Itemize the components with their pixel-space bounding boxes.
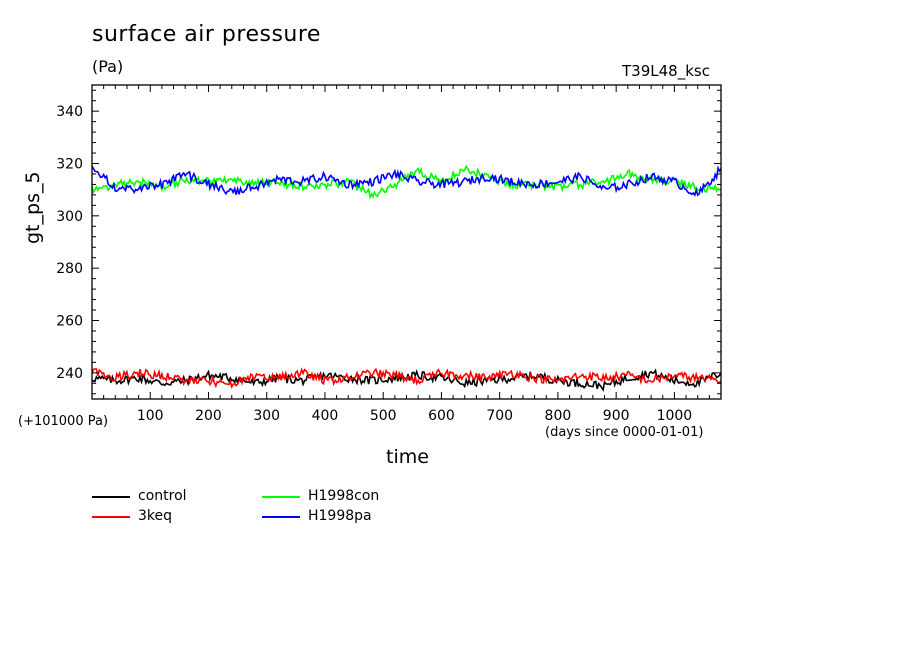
x-tick-label: 100: [137, 408, 164, 424]
y-tick-label: 340: [56, 104, 83, 120]
y-tick-label: 240: [56, 366, 83, 382]
legend-label: control: [138, 488, 187, 504]
y-tick-label: 320: [56, 157, 83, 173]
legend-swatch: [92, 496, 130, 498]
y-tick-label: 280: [56, 261, 83, 277]
x-axis-units-note: (days since 0000-01-01): [545, 425, 704, 440]
legend-swatch: [262, 496, 300, 498]
y-tick-label: 260: [56, 314, 83, 330]
x-tick-label: 900: [603, 408, 630, 424]
x-tick-label: 800: [545, 408, 572, 424]
x-tick-label: 700: [486, 408, 513, 424]
y-tick-label: 300: [56, 209, 83, 225]
chart-title: surface air pressure: [92, 22, 321, 47]
legend-label: H1998pa: [308, 508, 372, 524]
legend-swatch: [92, 516, 130, 518]
legend-label: H1998con: [308, 488, 380, 504]
y-offset-note: (+101000 Pa): [18, 414, 109, 429]
x-tick-label: 1000: [657, 408, 693, 424]
x-tick-label: 500: [370, 408, 397, 424]
plot-frame: [91, 84, 722, 400]
run-id-label: T39L48_ksc: [622, 62, 710, 80]
series-line-H1998pa: [91, 165, 722, 197]
x-tick-label: 400: [312, 408, 339, 424]
x-tick-label: 600: [428, 408, 455, 424]
x-tick-label: 300: [253, 408, 280, 424]
x-axis-label: time: [386, 446, 429, 468]
series-line-H1998con: [91, 164, 722, 200]
legend-swatch: [262, 516, 300, 518]
x-tick-label: 200: [195, 408, 222, 424]
legend-label: 3keq: [138, 508, 173, 524]
series-line-3keq: [91, 367, 722, 390]
chart-units-label: (Pa): [92, 57, 124, 76]
